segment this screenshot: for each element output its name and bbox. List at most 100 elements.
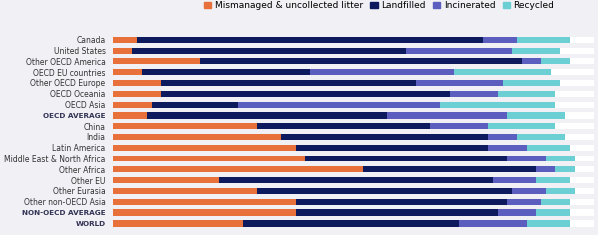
Bar: [575, 156, 594, 161]
Bar: [161, 91, 450, 97]
Bar: [113, 134, 282, 140]
Bar: [536, 209, 570, 216]
Bar: [459, 220, 527, 227]
Bar: [575, 188, 594, 194]
Bar: [517, 134, 565, 140]
Bar: [113, 112, 147, 119]
Bar: [570, 145, 594, 151]
Bar: [512, 188, 546, 194]
Bar: [113, 37, 594, 43]
Bar: [113, 91, 594, 97]
Bar: [113, 220, 594, 227]
Bar: [498, 209, 536, 216]
Bar: [113, 123, 257, 129]
Bar: [113, 177, 594, 183]
Bar: [219, 177, 493, 183]
Bar: [113, 188, 594, 194]
Bar: [565, 134, 594, 140]
Bar: [556, 91, 594, 97]
Bar: [310, 69, 454, 75]
Bar: [507, 156, 546, 161]
Bar: [113, 48, 594, 54]
Bar: [113, 59, 594, 64]
Bar: [161, 80, 416, 86]
Bar: [498, 91, 556, 97]
Bar: [113, 220, 243, 227]
Bar: [147, 112, 387, 119]
Bar: [296, 199, 507, 205]
Bar: [488, 134, 517, 140]
Bar: [527, 220, 570, 227]
Bar: [536, 177, 570, 183]
Bar: [560, 48, 594, 54]
Bar: [113, 145, 594, 151]
Bar: [387, 112, 507, 119]
Bar: [113, 102, 594, 107]
Bar: [113, 145, 296, 151]
Bar: [113, 209, 296, 216]
Bar: [570, 220, 594, 227]
Legend: Mismanaged & uncollected litter, Landfilled, Incinerated, Recycled: Mismanaged & uncollected litter, Landfil…: [204, 1, 554, 10]
Bar: [113, 48, 132, 54]
Bar: [546, 188, 575, 194]
Bar: [113, 177, 219, 183]
Bar: [560, 80, 594, 86]
Bar: [113, 59, 200, 64]
Bar: [238, 102, 440, 107]
Bar: [113, 199, 594, 205]
Bar: [521, 59, 541, 64]
Bar: [113, 199, 296, 205]
Bar: [483, 37, 517, 43]
Bar: [488, 145, 527, 151]
Bar: [570, 177, 594, 183]
Bar: [113, 112, 594, 119]
Bar: [306, 156, 507, 161]
Bar: [450, 91, 498, 97]
Bar: [454, 69, 551, 75]
Bar: [137, 37, 483, 43]
Bar: [142, 69, 310, 75]
Bar: [113, 69, 142, 75]
Bar: [113, 123, 594, 129]
Bar: [113, 166, 363, 172]
Bar: [132, 48, 407, 54]
Bar: [296, 209, 498, 216]
Bar: [282, 134, 488, 140]
Bar: [363, 166, 536, 172]
Bar: [113, 156, 594, 161]
Bar: [113, 69, 594, 75]
Bar: [541, 59, 570, 64]
Bar: [512, 48, 560, 54]
Bar: [556, 102, 594, 107]
Bar: [527, 145, 570, 151]
Bar: [113, 156, 306, 161]
Bar: [416, 80, 502, 86]
Bar: [113, 80, 594, 86]
Bar: [565, 112, 594, 119]
Bar: [517, 37, 570, 43]
Bar: [440, 102, 556, 107]
Bar: [113, 188, 257, 194]
Bar: [257, 123, 431, 129]
Bar: [570, 37, 594, 43]
Bar: [200, 59, 521, 64]
Bar: [113, 37, 137, 43]
Bar: [113, 166, 594, 172]
Bar: [113, 80, 161, 86]
Bar: [541, 199, 570, 205]
Bar: [502, 80, 560, 86]
Bar: [570, 59, 594, 64]
Bar: [507, 199, 541, 205]
Bar: [113, 102, 152, 107]
Bar: [488, 123, 556, 129]
Bar: [243, 220, 459, 227]
Bar: [507, 112, 565, 119]
Bar: [296, 145, 488, 151]
Bar: [152, 102, 238, 107]
Bar: [113, 91, 161, 97]
Bar: [556, 166, 575, 172]
Bar: [113, 134, 594, 140]
Bar: [431, 123, 488, 129]
Bar: [551, 69, 594, 75]
Bar: [575, 166, 594, 172]
